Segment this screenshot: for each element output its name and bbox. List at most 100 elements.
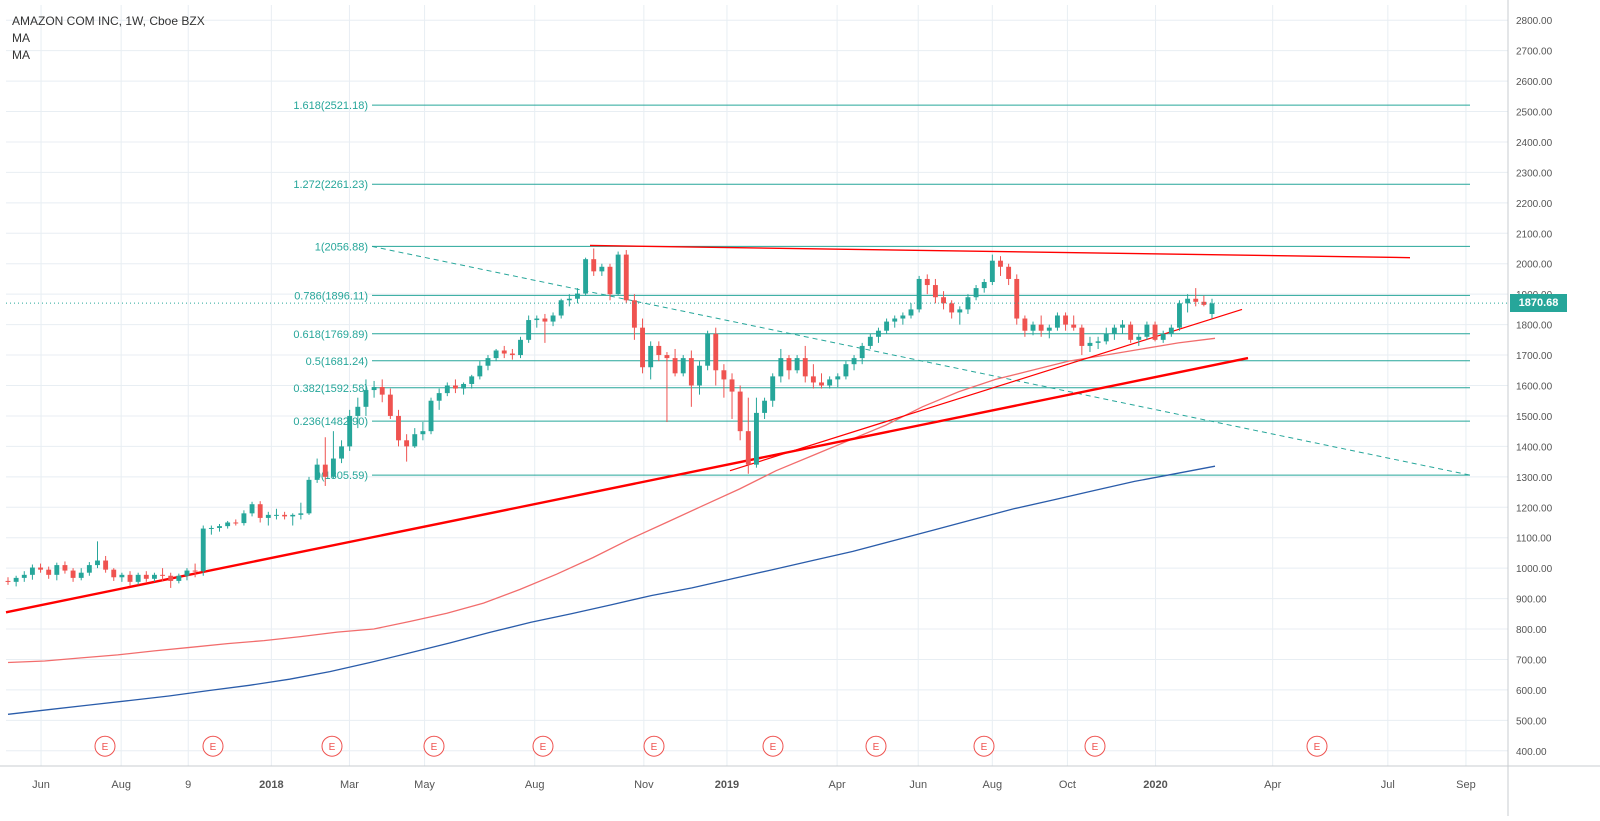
candle — [379, 379, 385, 403]
candle — [404, 434, 410, 462]
candle — [192, 563, 198, 578]
y-tick-label: 1800.00 — [1516, 321, 1553, 332]
candle — [558, 298, 564, 319]
candle — [770, 373, 776, 407]
candle — [265, 511, 271, 526]
candle — [371, 380, 377, 398]
candle-body — [151, 574, 157, 579]
candle — [941, 291, 946, 310]
candle-body — [436, 393, 442, 401]
candle-body — [217, 526, 222, 528]
candle-body — [558, 300, 564, 316]
candle — [127, 571, 133, 586]
candle — [469, 374, 475, 389]
candle-body — [265, 514, 271, 518]
candle-body — [843, 364, 849, 377]
candle — [1038, 315, 1044, 337]
candle — [1136, 333, 1142, 346]
candle — [1054, 312, 1060, 331]
candle-body — [1014, 278, 1020, 319]
x-tick-label: May — [414, 779, 435, 791]
y-tick-label: 700.00 — [1516, 655, 1547, 666]
candle-body — [13, 577, 19, 582]
earnings-marker-circle — [202, 735, 224, 757]
candle — [900, 312, 906, 325]
candle-body — [282, 514, 288, 517]
candle — [176, 573, 182, 584]
candle — [957, 306, 963, 325]
candle — [184, 568, 190, 581]
candle-body — [396, 415, 401, 441]
candle — [347, 409, 353, 451]
candle — [1071, 315, 1077, 331]
candle-body — [1120, 324, 1125, 328]
candle — [314, 458, 320, 483]
candle-body — [257, 504, 263, 518]
candle — [306, 476, 312, 515]
indicator-ma-2[interactable]: MA — [12, 48, 30, 62]
candle — [241, 510, 247, 526]
candle-body — [786, 358, 792, 371]
candle — [111, 568, 117, 581]
candle — [688, 350, 694, 407]
candle — [461, 382, 467, 395]
y-tick-label: 2600.00 — [1516, 77, 1553, 88]
earnings-marker-label: E — [770, 742, 777, 753]
candle — [62, 561, 68, 574]
candle-body — [298, 513, 304, 515]
candle-body — [1209, 303, 1215, 314]
candle-body — [770, 376, 776, 401]
candle — [518, 336, 523, 359]
candle — [1103, 327, 1109, 345]
candle-body — [762, 400, 768, 413]
candle — [867, 333, 873, 349]
candle-body — [981, 282, 987, 289]
candle — [436, 388, 442, 410]
candle-body — [1193, 298, 1199, 302]
x-tick-label: Jul — [1381, 779, 1395, 791]
candle-body — [648, 345, 654, 368]
symbol-title[interactable]: AMAZON COM INC, 1W, Cboe BZX — [12, 14, 205, 28]
candle — [396, 409, 401, 447]
candle — [981, 278, 987, 293]
candle-body — [575, 293, 580, 299]
y-tick-label: 2400.00 — [1516, 138, 1553, 149]
trend-lines — [5, 244, 1411, 614]
candle-body — [876, 330, 881, 337]
candle-body — [1046, 327, 1052, 331]
indicator-ma-1[interactable]: MA — [12, 31, 30, 45]
candle — [794, 355, 800, 374]
candle-body — [103, 560, 109, 570]
candle — [1079, 324, 1085, 356]
candle-body — [989, 260, 995, 283]
candle-body — [900, 315, 906, 319]
candle-body — [1103, 333, 1109, 342]
candle — [721, 364, 727, 398]
candle — [859, 342, 865, 365]
candle — [802, 345, 808, 383]
candle — [924, 274, 930, 295]
candle-body — [176, 575, 182, 581]
y-tick-label: 1400.00 — [1516, 442, 1553, 453]
x-tick-label: Apr — [829, 779, 846, 791]
x-tick-label: Apr — [1264, 779, 1281, 791]
candle — [989, 254, 995, 286]
candle-body — [949, 303, 955, 313]
candle-body — [607, 266, 613, 295]
candle — [1111, 324, 1117, 340]
candle — [225, 520, 231, 529]
y-tick-label: 1100.00 — [1516, 534, 1552, 545]
candle — [420, 422, 426, 441]
candle — [21, 571, 27, 582]
candle-body — [501, 350, 507, 354]
candle-body — [412, 434, 418, 447]
y-tick-label: 1300.00 — [1516, 473, 1553, 484]
candle — [509, 348, 515, 360]
candle-body — [86, 565, 92, 573]
candle — [54, 562, 60, 581]
candle-body — [168, 575, 174, 581]
candle — [737, 385, 743, 441]
